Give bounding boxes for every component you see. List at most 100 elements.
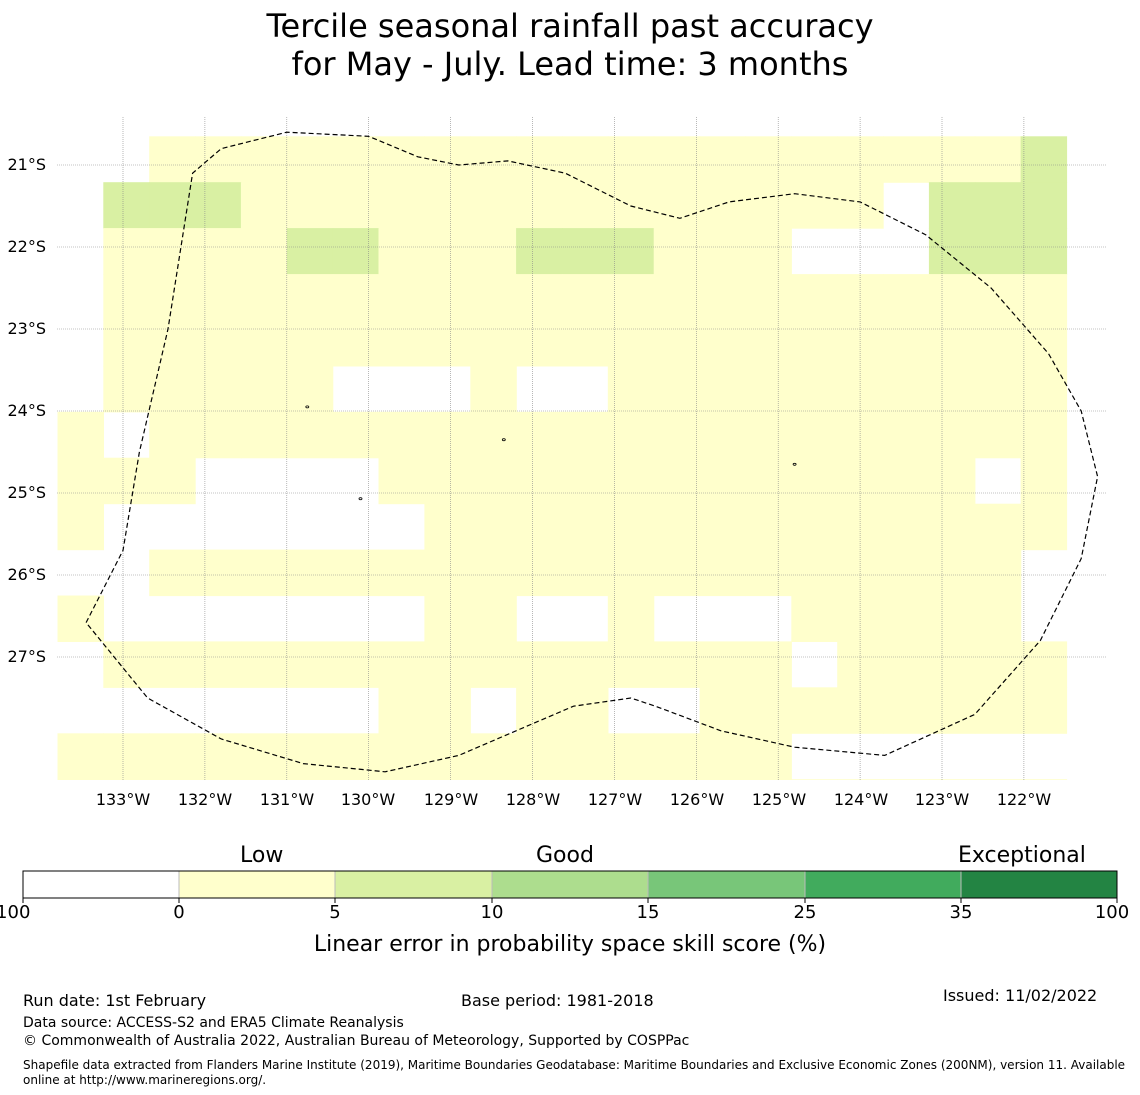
skill-cell — [699, 274, 747, 321]
colorbar-segment — [961, 871, 1117, 898]
skill-cell — [562, 411, 609, 459]
skill-cell — [195, 641, 242, 688]
legend-category-low: Low — [240, 843, 284, 868]
skill-cell — [332, 779, 380, 780]
colorbar-tick: 10 — [480, 902, 504, 923]
skill-cell — [607, 595, 655, 642]
skill-cell — [516, 503, 563, 551]
skill-cell — [607, 503, 655, 551]
skill-cell — [103, 457, 150, 505]
skill-cell — [745, 320, 792, 367]
skill-cell — [195, 274, 242, 321]
lon-label-133w: 133°W — [95, 790, 151, 809]
skill-cell — [745, 136, 792, 183]
skill-cell — [103, 641, 150, 688]
skill-cell — [240, 136, 288, 183]
skill-cell — [607, 136, 655, 183]
skill-cell — [470, 411, 517, 459]
skill-cell — [149, 733, 196, 780]
skill-cell — [470, 503, 517, 551]
skill-cell — [562, 687, 609, 734]
map-title-line2: for May - July. Lead time: 3 months — [291, 45, 849, 83]
skill-cell — [791, 687, 838, 734]
skill-cell — [424, 274, 471, 321]
skill-cell — [516, 641, 563, 688]
skill-cell — [928, 687, 976, 734]
islands — [305, 405, 797, 501]
colorbar-tick: -100 — [0, 902, 31, 923]
skill-cell — [470, 274, 517, 321]
skill-cell — [240, 411, 288, 459]
skill-cell — [103, 182, 150, 229]
skill-cell — [699, 411, 747, 459]
skill-cell — [378, 687, 425, 734]
skill-cell — [607, 549, 655, 597]
skill-cell — [286, 320, 334, 367]
skill-cell — [974, 136, 1022, 183]
colorbar-segment — [179, 871, 335, 898]
skill-cell — [607, 365, 655, 413]
skill-cell — [607, 733, 655, 780]
skill-cell — [745, 687, 792, 734]
colorbar-segment — [335, 871, 492, 898]
skill-cell — [424, 641, 471, 688]
skill-cell — [470, 595, 517, 642]
skill-cell — [378, 779, 425, 780]
skill-cell — [240, 549, 288, 597]
skill-cell — [653, 503, 701, 551]
skill-cell — [332, 320, 380, 367]
skill-cell — [607, 274, 655, 321]
skill-cell — [240, 733, 288, 780]
skill-cell — [149, 136, 196, 183]
data-source: Data source: ACCESS-S2 and ERA5 Climate … — [23, 1015, 404, 1031]
skill-cell — [928, 365, 976, 413]
skill-cell — [470, 228, 517, 275]
skill-cell — [883, 641, 930, 688]
skill-cell — [883, 549, 930, 597]
skill-cell — [149, 411, 196, 459]
issued-date: Issued: 11/02/2022 — [943, 986, 1098, 1005]
skill-cell — [699, 365, 747, 413]
skill-cell — [286, 365, 334, 413]
skill-cell — [516, 549, 563, 597]
shapefile-credit-line1: Shapefile data extracted from Flanders M… — [23, 1058, 1126, 1072]
skill-cell — [286, 411, 334, 459]
skill-cell — [240, 779, 288, 780]
skill-cell — [470, 182, 517, 229]
skill-cell — [1020, 687, 1068, 734]
skill-cell — [1020, 228, 1068, 275]
skill-cell — [699, 779, 747, 780]
skill-cell — [699, 320, 747, 367]
graticule — [57, 117, 1106, 780]
skill-cell — [974, 503, 1022, 551]
skill-cell — [883, 136, 930, 183]
skill-cell — [699, 641, 747, 688]
skill-cell — [424, 320, 471, 367]
skill-cell — [470, 457, 517, 505]
lat-label-26s: 26°S — [7, 565, 46, 584]
skill-cell — [1020, 365, 1068, 413]
island-outline — [305, 405, 310, 409]
skill-cell — [791, 595, 838, 642]
skill-cell — [332, 274, 380, 321]
skill-cell — [928, 320, 976, 367]
skill-cell — [699, 549, 747, 597]
skill-cell — [332, 136, 380, 183]
skill-cell — [974, 411, 1022, 459]
skill-cell — [1020, 641, 1068, 688]
skill-cell — [332, 411, 380, 459]
skill-cell — [883, 687, 930, 734]
skill-cell — [974, 320, 1022, 367]
skill-cell — [974, 687, 1022, 734]
skill-cell — [424, 595, 471, 642]
skill-cell — [928, 228, 976, 275]
skill-cell — [470, 320, 517, 367]
skill-cell — [1020, 136, 1068, 183]
lon-label-132w: 132°W — [177, 790, 233, 809]
skill-cell — [562, 503, 609, 551]
skill-cell — [240, 365, 288, 413]
lon-label-122w: 122°W — [996, 790, 1052, 809]
skill-cell — [57, 503, 104, 551]
skill-cell — [57, 457, 104, 505]
skill-cell — [837, 687, 884, 734]
